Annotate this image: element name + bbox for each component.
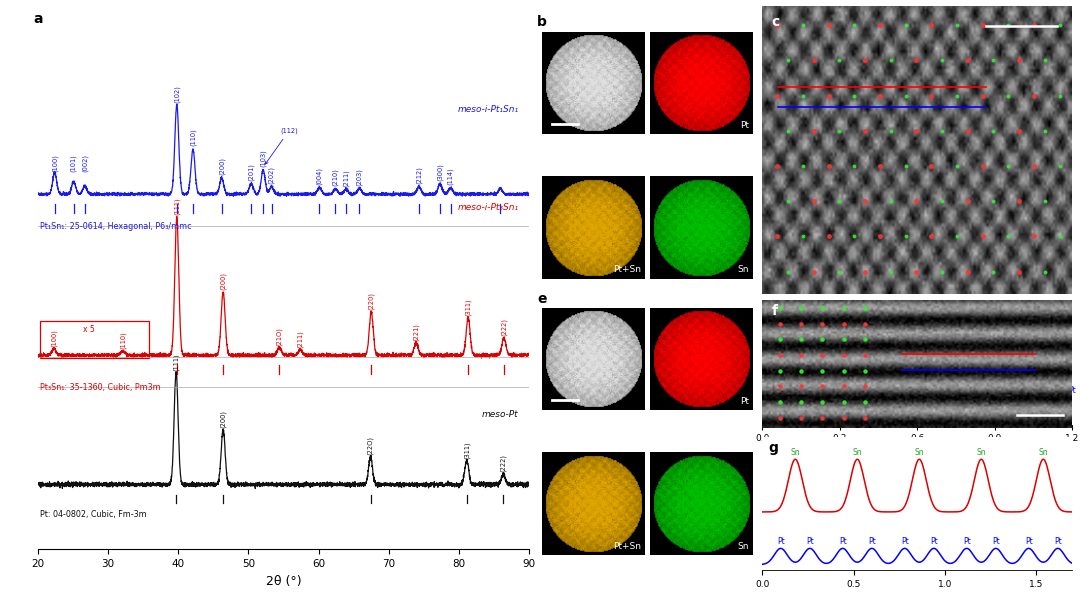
Text: meso-i-Pt₃Sn₁: meso-i-Pt₃Sn₁	[458, 203, 518, 212]
Text: (110): (110)	[120, 331, 126, 349]
Text: (22O): (22O)	[367, 436, 374, 455]
Bar	[40, 321, 149, 358]
Text: Pt₃Sn₁: 35-1360, Cubic, Pm3m: Pt₃Sn₁: 35-1360, Cubic, Pm3m	[40, 383, 161, 391]
Text: (311): (311)	[463, 441, 470, 459]
X-axis label: 2θ (°): 2θ (°)	[266, 575, 301, 587]
Text: Pt: 04-0802, Cubic, Fm-3m: Pt: 04-0802, Cubic, Fm-3m	[40, 510, 147, 519]
Text: Pt: Pt	[1001, 322, 1009, 331]
Text: (110): (110)	[190, 129, 197, 146]
Text: Pt: Pt	[740, 397, 748, 406]
Text: Pt: Pt	[930, 537, 937, 546]
Text: Pt: Pt	[839, 537, 847, 546]
Text: (300): (300)	[436, 163, 443, 181]
Text: Pt: Pt	[993, 537, 1000, 546]
Text: (114): (114)	[447, 167, 454, 185]
Text: Sn: Sn	[738, 266, 748, 274]
Text: Sn: Sn	[976, 448, 986, 457]
Text: Sn: Sn	[915, 448, 924, 457]
Text: Pt: Pt	[868, 537, 876, 546]
Text: (21O): (21O)	[276, 327, 283, 346]
Text: Pt: Pt	[777, 537, 784, 546]
Text: Pt: Pt	[826, 386, 834, 395]
Text: Sn: Sn	[791, 448, 800, 457]
Text: d: d	[769, 309, 779, 324]
Text: f: f	[772, 304, 778, 318]
Text: meso-Pt: meso-Pt	[482, 410, 518, 419]
Text: a: a	[32, 12, 42, 26]
Text: e: e	[537, 292, 546, 306]
Text: (201): (201)	[248, 163, 255, 181]
Text: (200): (200)	[220, 272, 227, 290]
Text: Pt+Sn: Pt+Sn	[612, 542, 640, 551]
Text: Pt: Pt	[1068, 386, 1077, 395]
Text: (211): (211)	[297, 330, 303, 348]
Text: (202): (202)	[268, 166, 274, 184]
Text: Pt: Pt	[926, 386, 933, 395]
Text: Pt: Pt	[740, 121, 748, 130]
Text: Pt₁Sn₁: 25-0614, Hexagonal, P6₃/mmc: Pt₁Sn₁: 25-0614, Hexagonal, P6₃/mmc	[40, 222, 191, 230]
Text: Sn: Sn	[813, 335, 823, 344]
Text: (004): (004)	[316, 167, 323, 185]
Text: (111): (111)	[173, 353, 179, 371]
Text: (112): (112)	[266, 128, 298, 164]
Text: Pt: Pt	[1064, 322, 1071, 331]
Text: (311): (311)	[464, 298, 471, 316]
Text: Pt: Pt	[927, 322, 934, 331]
Text: Pt: Pt	[806, 537, 813, 546]
Text: (220): (220)	[368, 292, 375, 310]
Text: (222): (222)	[501, 318, 508, 336]
Text: (200): (200)	[220, 410, 227, 428]
Text: Pt: Pt	[1054, 537, 1062, 546]
Text: Pt+Sn: Pt+Sn	[612, 266, 640, 274]
Text: meso-i-Pt₁Sn₁: meso-i-Pt₁Sn₁	[458, 106, 518, 115]
Text: Sn: Sn	[1031, 335, 1041, 344]
Text: Pt: Pt	[852, 322, 860, 331]
Text: Pt: Pt	[777, 322, 784, 331]
Text: (222): (222)	[500, 454, 507, 472]
Text: Pt: Pt	[974, 386, 982, 395]
Text: Pt: Pt	[901, 537, 908, 546]
Text: (111): (111)	[174, 198, 180, 216]
Text: (211): (211)	[342, 169, 349, 187]
Text: Sn: Sn	[1039, 448, 1048, 457]
Text: (221): (221)	[413, 323, 419, 341]
Text: (210): (210)	[333, 168, 339, 186]
Text: c: c	[772, 15, 780, 29]
Text: Pt: Pt	[1025, 386, 1032, 395]
Text: b: b	[537, 15, 546, 30]
Text: Pt: Pt	[777, 386, 784, 395]
Text: Pt: Pt	[962, 537, 971, 546]
Text: (200): (200)	[218, 157, 225, 175]
X-axis label: Distance (nm): Distance (nm)	[882, 449, 953, 459]
Text: (102): (102)	[174, 85, 180, 103]
Text: Sn: Sn	[852, 448, 862, 457]
Text: Pt: Pt	[1025, 537, 1032, 546]
Text: Sn: Sn	[738, 542, 748, 551]
Text: (101): (101)	[70, 154, 77, 172]
Text: (203): (203)	[356, 168, 363, 185]
Text: (212): (212)	[416, 166, 422, 184]
Text: (100): (100)	[52, 154, 58, 172]
Text: (100): (100)	[51, 329, 57, 347]
Text: Sn: Sn	[961, 335, 971, 344]
Text: (002): (002)	[82, 154, 89, 172]
Text: g: g	[769, 441, 779, 454]
Text: Pt: Pt	[875, 386, 882, 395]
Text: Sn: Sn	[887, 335, 896, 344]
Text: (103): (103)	[260, 149, 267, 167]
Text: x 5: x 5	[83, 324, 95, 334]
